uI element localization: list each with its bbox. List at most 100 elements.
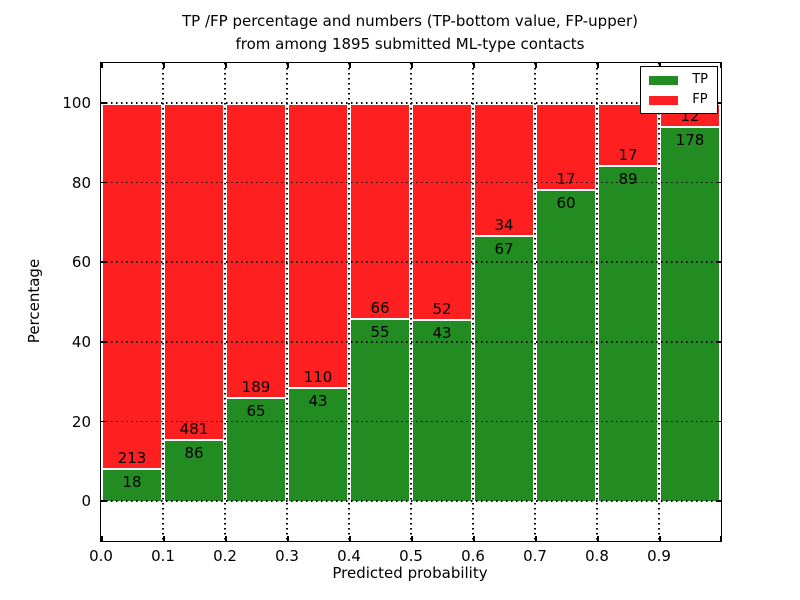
bar-segment-tp: [661, 127, 719, 502]
bar-label-tp: 67: [494, 239, 514, 258]
bar-segment-fp: [475, 102, 533, 237]
gridline-vertical: [472, 63, 474, 541]
bar-segment-fp: [289, 102, 347, 390]
y-tick-mark-right: [716, 102, 721, 104]
y-tick-mark: [101, 500, 106, 502]
gridline-vertical: [534, 63, 536, 541]
plot-area: TP FP 213 18 481 86 189 65 110 43 66 55 52 43 34 67 17…: [62, 62, 722, 565]
bar-segment-fp: [227, 102, 285, 400]
bar-segment-tp: [413, 320, 471, 502]
bar-segment-tp: [537, 190, 595, 502]
y-tick-mark-right: [716, 341, 721, 343]
x-tick-mark: [101, 536, 103, 541]
y-tick-mark: [101, 420, 106, 423]
gridline-horizontal: [101, 420, 721, 423]
x-tick-mark-top: [101, 63, 103, 68]
bar-segment-fp: [351, 102, 409, 321]
x-tick-mark: [473, 536, 475, 541]
gridline-vertical: [348, 63, 350, 541]
gridline-horizontal: [101, 102, 721, 104]
bar-segment-tp: [599, 166, 657, 502]
x-tick-label: 0.5: [399, 547, 423, 565]
bar-label-fp: 213: [117, 449, 147, 468]
gridline-vertical: [596, 63, 598, 541]
x-tick-mark-top: [719, 63, 721, 68]
x-tick-mark: [719, 536, 721, 541]
x-tick-mark: [411, 536, 413, 541]
x-tick-mark: [659, 536, 661, 541]
x-tick-mark-top: [349, 63, 351, 68]
legend: TP FP: [640, 66, 718, 114]
gridline-vertical: [410, 63, 412, 541]
x-tick-mark-top: [411, 63, 413, 68]
y-tick-mark-right: [716, 420, 721, 423]
bar-segment-tp: [103, 470, 161, 502]
bar-segment-tp: [165, 440, 223, 502]
bar-label-tp: 178: [675, 130, 705, 149]
bar-segment-tp: [475, 236, 533, 502]
x-tick-label: 0.1: [151, 547, 175, 565]
bar-label-tp: 43: [432, 323, 452, 342]
bar-segment-fp: [537, 102, 595, 191]
bar-label-tp: 89: [618, 169, 638, 188]
bar-label-fp: 481: [179, 419, 209, 438]
gridline-vertical: [658, 63, 660, 541]
bar-label-fp: 189: [241, 378, 271, 397]
chart-title-line1: TP /FP percentage and numbers (TP-bottom…: [182, 12, 638, 30]
legend-item-fp: FP: [649, 93, 708, 107]
y-tick-label: 100: [62, 93, 91, 112]
x-tick-mark-top: [473, 63, 475, 68]
y-axis-label: Percentage: [25, 258, 43, 344]
y-tick-label: 80: [71, 173, 91, 192]
x-tick-label: 0.8: [585, 547, 609, 565]
bar-label-tp: 60: [556, 193, 576, 212]
x-tick-mark-top: [163, 63, 165, 68]
y-tick-label: 40: [71, 332, 91, 351]
gridline-horizontal: [101, 181, 721, 184]
bar-label-fp: 110: [303, 368, 333, 387]
y-tick-mark-right: [716, 261, 721, 263]
x-tick-label: 0.2: [213, 547, 237, 565]
x-axis-label: Predicted probability: [332, 564, 488, 582]
y-tick-mark-right: [716, 181, 721, 184]
bar-segment-tp: [289, 389, 347, 502]
bar-label-tp: 18: [122, 473, 142, 492]
legend-item-tp: TP: [649, 73, 708, 87]
x-tick-label: 0.4: [337, 547, 361, 565]
x-tick-mark: [535, 536, 537, 541]
gridline-vertical: [286, 63, 288, 541]
y-tick-mark: [101, 181, 106, 184]
x-tick-mark-top: [535, 63, 537, 68]
x-tick-mark: [225, 536, 227, 541]
chart-title-line2: from among 1895 submitted ML-type contac…: [235, 34, 585, 53]
bar-label-fp: 17: [556, 169, 576, 188]
x-tick-label: 0.9: [647, 547, 671, 565]
gridline-horizontal: [101, 500, 721, 502]
bar-label-fp: 66: [370, 299, 390, 318]
bar-segment-fp: [413, 102, 471, 321]
bar-label-tp: 55: [370, 323, 390, 342]
y-tick-mark: [101, 261, 106, 263]
bar-segment-tp: [227, 399, 285, 502]
x-tick-mark-top: [659, 63, 661, 68]
bar-segment-tp: [351, 320, 409, 502]
y-tick-label: 20: [71, 412, 91, 431]
x-tick-label: 0.3: [275, 547, 299, 565]
bar-label-fp: 17: [618, 145, 638, 164]
gridline-horizontal: [101, 341, 721, 343]
y-tick-label: 0: [81, 492, 91, 511]
bar-segment-fp: [103, 102, 161, 471]
x-tick-label: 0.7: [523, 547, 547, 565]
gridline-vertical: [224, 63, 226, 541]
x-tick-label: 0.6: [461, 547, 485, 565]
gridline-vertical: [162, 63, 164, 541]
chart-title: TP /FP percentage and numbers (TP-bottom…: [100, 10, 720, 55]
bar-label-tp: 43: [308, 392, 328, 411]
x-tick-mark-top: [287, 63, 289, 68]
y-tick-mark-right: [716, 500, 721, 502]
x-tick-mark-top: [225, 63, 227, 68]
legend-label-tp: TP: [692, 72, 708, 87]
y-tick-label: 60: [71, 253, 91, 272]
x-tick-mark: [287, 536, 289, 541]
legend-label-fp: FP: [692, 92, 708, 107]
